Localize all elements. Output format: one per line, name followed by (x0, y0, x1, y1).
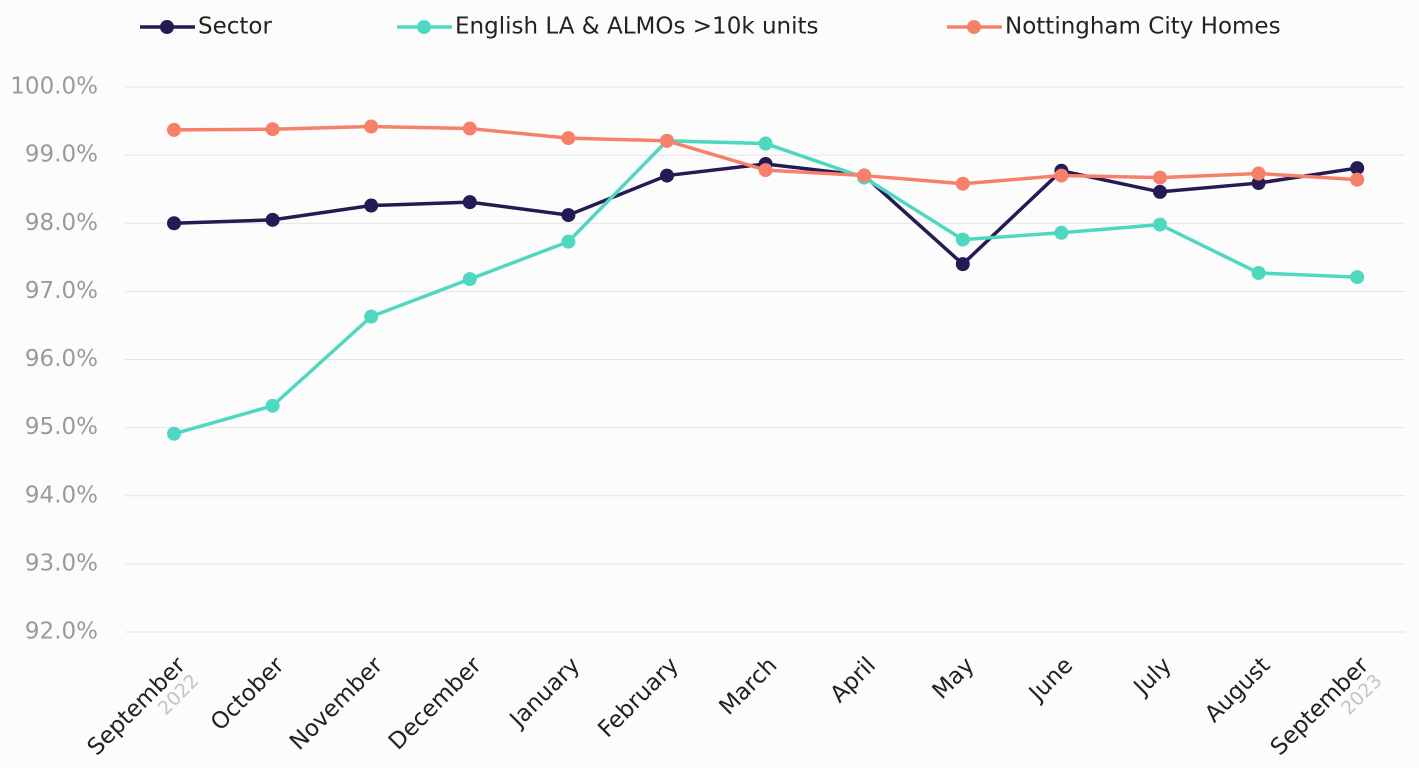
data-point (167, 426, 181, 441)
x-tick-label: May (928, 652, 980, 704)
y-tick-label: 94.0% (25, 482, 98, 508)
data-point (561, 208, 576, 223)
data-point (462, 272, 477, 287)
data-point (955, 232, 970, 247)
series-line (173, 139, 1358, 436)
data-point (364, 198, 379, 213)
legend-marker (160, 20, 174, 34)
y-tick-label: 99.0% (25, 142, 98, 168)
data-point (167, 216, 181, 231)
data-point (1350, 270, 1365, 285)
data-point (1251, 265, 1266, 280)
data-point (364, 119, 379, 134)
data-point (660, 133, 674, 148)
data-point (1251, 166, 1266, 181)
data-point (758, 136, 773, 151)
data-point (265, 122, 280, 137)
legend-marker (967, 20, 981, 34)
x-tick-label: June (1023, 652, 1078, 707)
series-line (173, 162, 1358, 267)
x-tick-label: November (285, 652, 388, 755)
data-point (265, 398, 280, 413)
data-point (660, 168, 674, 183)
x-tick-label: March (714, 652, 782, 720)
y-tick-label: 92.0% (25, 619, 98, 645)
legend-marker (417, 20, 431, 34)
x-tick-label: April (825, 652, 881, 708)
legend-label: English LA & ALMOs >10k units (455, 14, 819, 40)
x-tick-label: October (206, 652, 290, 736)
data-point (1054, 225, 1069, 240)
data-point (1054, 168, 1069, 183)
data-point (167, 122, 181, 137)
data-point (955, 257, 970, 272)
x-tick-label: February (593, 652, 683, 742)
y-tick-label: 95.0% (25, 414, 98, 440)
y-tick-label: 96.0% (25, 346, 98, 372)
data-point (462, 195, 477, 210)
legend-label: Sector (198, 14, 272, 40)
data-point (265, 212, 280, 227)
data-point (561, 131, 576, 146)
data-point (758, 163, 773, 178)
y-tick-label: 93.0% (25, 550, 98, 576)
x-tick-label: July (1128, 652, 1177, 701)
y-tick-label: 97.0% (25, 278, 98, 304)
x-tick-label: December (384, 652, 487, 755)
data-point (1153, 184, 1167, 199)
data-point (1153, 217, 1167, 232)
data-point (955, 176, 970, 191)
y-tick-label: 98.0% (25, 210, 98, 236)
data-point (857, 168, 872, 183)
data-point (462, 121, 477, 136)
x-tick-label: August (1200, 652, 1275, 727)
y-tick-label: 100.0% (10, 74, 98, 100)
data-point (1153, 170, 1167, 185)
data-point (364, 309, 379, 324)
x-tick-label: January (504, 652, 585, 733)
legend-label: Nottingham City Homes (1005, 14, 1281, 40)
data-point (561, 234, 576, 249)
data-point (1350, 161, 1365, 176)
data-point (1350, 172, 1365, 187)
